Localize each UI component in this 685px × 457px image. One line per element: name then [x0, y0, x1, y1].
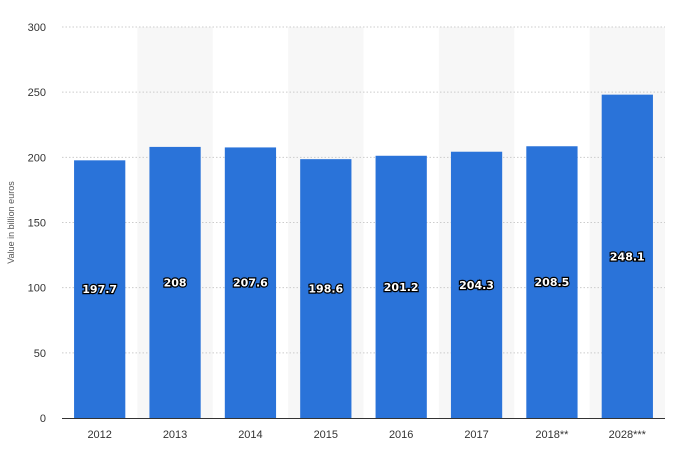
data-label: 204.3	[459, 279, 494, 292]
x-tick-label: 2012	[87, 429, 111, 441]
data-label: 248.1	[610, 250, 645, 263]
bar	[149, 146, 201, 418]
y-tick-label: 100	[28, 283, 46, 295]
y-tick-label: 150	[28, 218, 46, 230]
data-label: 208	[164, 276, 187, 289]
bar	[74, 160, 126, 418]
x-tick-label: 2015	[314, 429, 338, 441]
x-tick-label: 2028***	[609, 429, 647, 441]
bar	[450, 151, 503, 418]
bar	[526, 146, 578, 418]
data-labels: 197.7 208 207.6 198.6 201.2 204.3 208.5 248.1	[81, 249, 646, 297]
y-tick-label: 50	[34, 348, 46, 360]
x-axis-ticks: 2012 2013 2014 2015 2016 2017 2018** 2028***	[87, 429, 646, 441]
x-tick-label: 2017	[464, 429, 488, 441]
x-tick-label: 2018**	[535, 429, 569, 441]
y-tick-label: 300	[28, 22, 46, 34]
bar	[375, 155, 427, 418]
y-tick-label: 0	[40, 413, 46, 425]
y-tick-label: 250	[28, 87, 46, 99]
data-label: 197.7	[82, 283, 117, 296]
data-label: 207.6	[233, 277, 268, 290]
x-tick-label: 2014	[238, 429, 262, 441]
x-tick-label: 2016	[389, 429, 413, 441]
bar	[601, 94, 653, 418]
y-tick-label: 200	[28, 152, 46, 164]
bars	[74, 94, 653, 419]
y-axis-title: Value in billion euros	[6, 181, 16, 264]
data-label: 201.2	[384, 281, 419, 294]
y-axis-ticks: 0 50 100 150 200 250 300	[28, 22, 46, 425]
gridlines	[62, 26, 665, 354]
data-label: 198.6	[308, 283, 343, 296]
bar	[224, 147, 277, 419]
bar	[300, 159, 352, 418]
x-tick-label: 2013	[163, 429, 187, 441]
data-label: 208.5	[535, 276, 570, 289]
